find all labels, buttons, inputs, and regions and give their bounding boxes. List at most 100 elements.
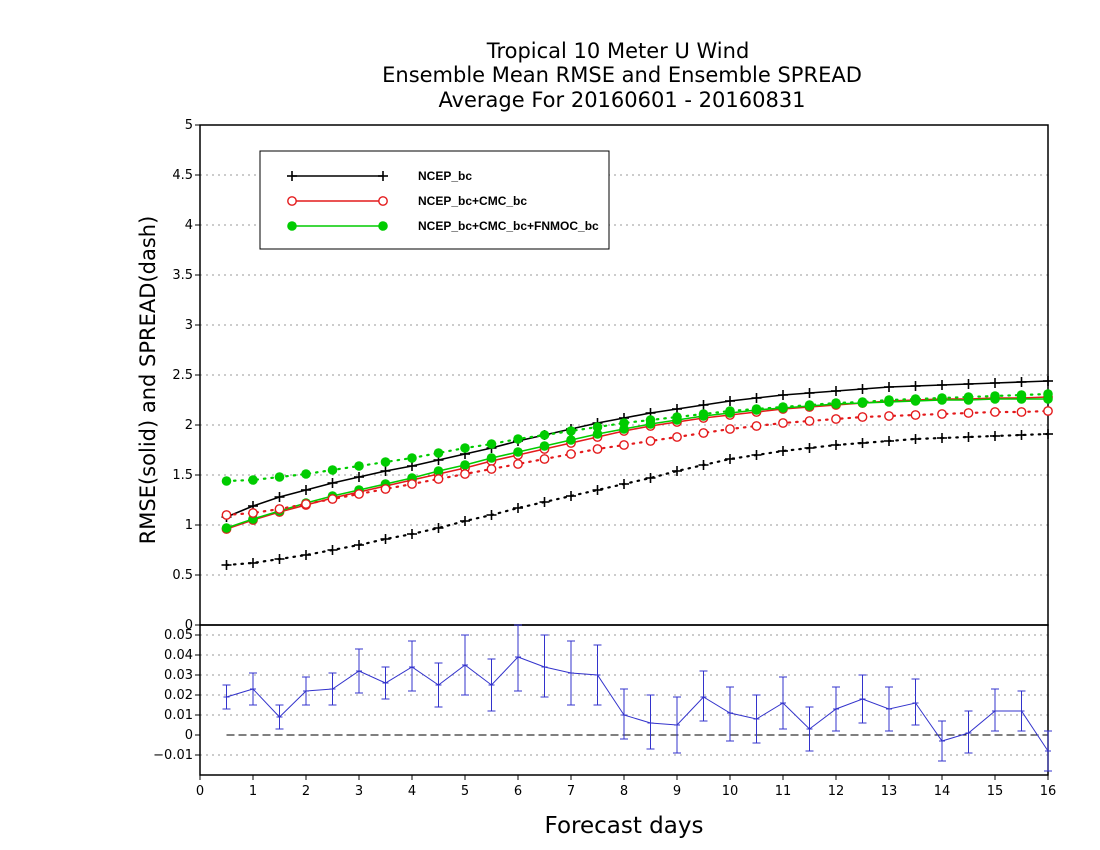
- data-point: [539, 454, 550, 464]
- data-point: [327, 494, 338, 504]
- data-point: [963, 408, 974, 418]
- data-point: [301, 499, 311, 509]
- data-point: [221, 510, 232, 520]
- y-tick-label: 1.5: [172, 468, 193, 483]
- data-point: [539, 430, 550, 440]
- data-point: [645, 415, 656, 425]
- data-point: [910, 410, 921, 420]
- data-point: [486, 439, 497, 449]
- data-point: [910, 394, 921, 404]
- y-tick-label: 0.01: [164, 708, 193, 723]
- x-tick-label: 3: [355, 784, 363, 799]
- data-point: [831, 398, 841, 408]
- data-point: [725, 406, 735, 416]
- legend-marker: [378, 196, 388, 206]
- data-point: [1016, 390, 1027, 400]
- data-point: [566, 426, 576, 436]
- data-point: [698, 428, 709, 438]
- y-tick-label: 4: [185, 218, 193, 233]
- data-point: [698, 409, 709, 419]
- y-tick-label: −0.01: [153, 748, 193, 763]
- data-point: [884, 395, 894, 405]
- data-point: [937, 393, 947, 403]
- series-4: [221, 406, 1053, 520]
- y-tick-label: 3: [185, 318, 193, 333]
- y-tick-label: 0.5: [172, 568, 193, 583]
- data-point: [301, 469, 311, 479]
- x-tick-label: 6: [514, 784, 522, 799]
- data-point: [963, 392, 974, 402]
- y-tick-label: 3.5: [172, 268, 193, 283]
- series-line: [225, 392, 1050, 483]
- data-point: [248, 475, 258, 485]
- data-point: [751, 421, 762, 431]
- y-tick-label: 2.5: [172, 368, 193, 383]
- data-point: [990, 391, 1000, 401]
- series-line: [225, 432, 1050, 567]
- data-point: [990, 407, 1000, 417]
- data-point: [460, 460, 470, 470]
- data-point: [460, 443, 470, 453]
- data-point: [566, 449, 576, 459]
- x-tick-label: 1: [249, 784, 257, 799]
- x-tick-label: 13: [881, 784, 898, 799]
- data-point: [937, 409, 947, 419]
- data-point: [486, 453, 497, 463]
- legend-marker: [378, 221, 388, 231]
- data-point: [831, 414, 841, 424]
- data-point: [1043, 389, 1053, 399]
- data-point: [884, 411, 894, 421]
- series-1: [221, 392, 1053, 534]
- data-point: [672, 432, 682, 442]
- data-point: [857, 412, 868, 422]
- data-point: [778, 418, 788, 428]
- y-tick-label: 1: [185, 518, 193, 533]
- data-point: [407, 453, 417, 463]
- chart-title: Tropical 10 Meter U Wind Ensemble Mean R…: [382, 39, 862, 112]
- data-point: [751, 404, 762, 414]
- data-point: [539, 441, 550, 451]
- data-point: [566, 435, 576, 445]
- legend-box: [259, 150, 610, 250]
- y-tick-label: 0.05: [164, 628, 193, 643]
- y-tick-label: 4.5: [172, 168, 193, 183]
- data-point: [380, 484, 391, 494]
- data-point: [672, 412, 682, 422]
- x-tick-label: 9: [673, 784, 681, 799]
- data-point: [804, 400, 815, 410]
- legend-marker: [287, 196, 297, 206]
- title-line-2: Ensemble Mean RMSE and Ensemble SPREAD: [382, 63, 862, 87]
- legend-marker: [287, 221, 297, 231]
- x-tick-label: 4: [408, 784, 416, 799]
- title-line-1: Tropical 10 Meter U Wind: [486, 39, 750, 63]
- data-point: [592, 429, 603, 439]
- series-line: [226, 396, 1049, 530]
- x-tick-label: 8: [620, 784, 628, 799]
- data-point: [274, 472, 285, 482]
- legend: NCEP_bc NCEP_bc+CMC_bc NCEP_bc+CMC_bc+FNMO…: [259, 150, 610, 250]
- data-point: [513, 447, 523, 457]
- data-point: [804, 416, 815, 426]
- data-point: [380, 457, 391, 467]
- data-point: [1016, 407, 1027, 417]
- data-point: [407, 479, 417, 489]
- data-point: [725, 424, 735, 434]
- data-point: [619, 418, 629, 428]
- upper-plot-area: 0 0.5 1 1.5 2 2.5 3 3.5 4 4.5 5: [172, 118, 1053, 633]
- data-point: [619, 440, 629, 450]
- x-tick-label: 5: [461, 784, 469, 799]
- x-tick-label: 12: [828, 784, 845, 799]
- legend-label: NCEP_bc: [418, 169, 472, 183]
- data-point: [1043, 406, 1053, 416]
- y-tick-label: 0: [185, 618, 193, 633]
- y-tick-label: 0.04: [164, 648, 193, 663]
- x-tick-label: 10: [722, 784, 739, 799]
- data-point: [354, 489, 364, 499]
- data-point: [857, 397, 868, 407]
- data-point: [433, 474, 444, 484]
- y-tick-label: 0.02: [164, 688, 193, 703]
- data-point: [221, 523, 232, 533]
- series-line: [226, 656, 1049, 752]
